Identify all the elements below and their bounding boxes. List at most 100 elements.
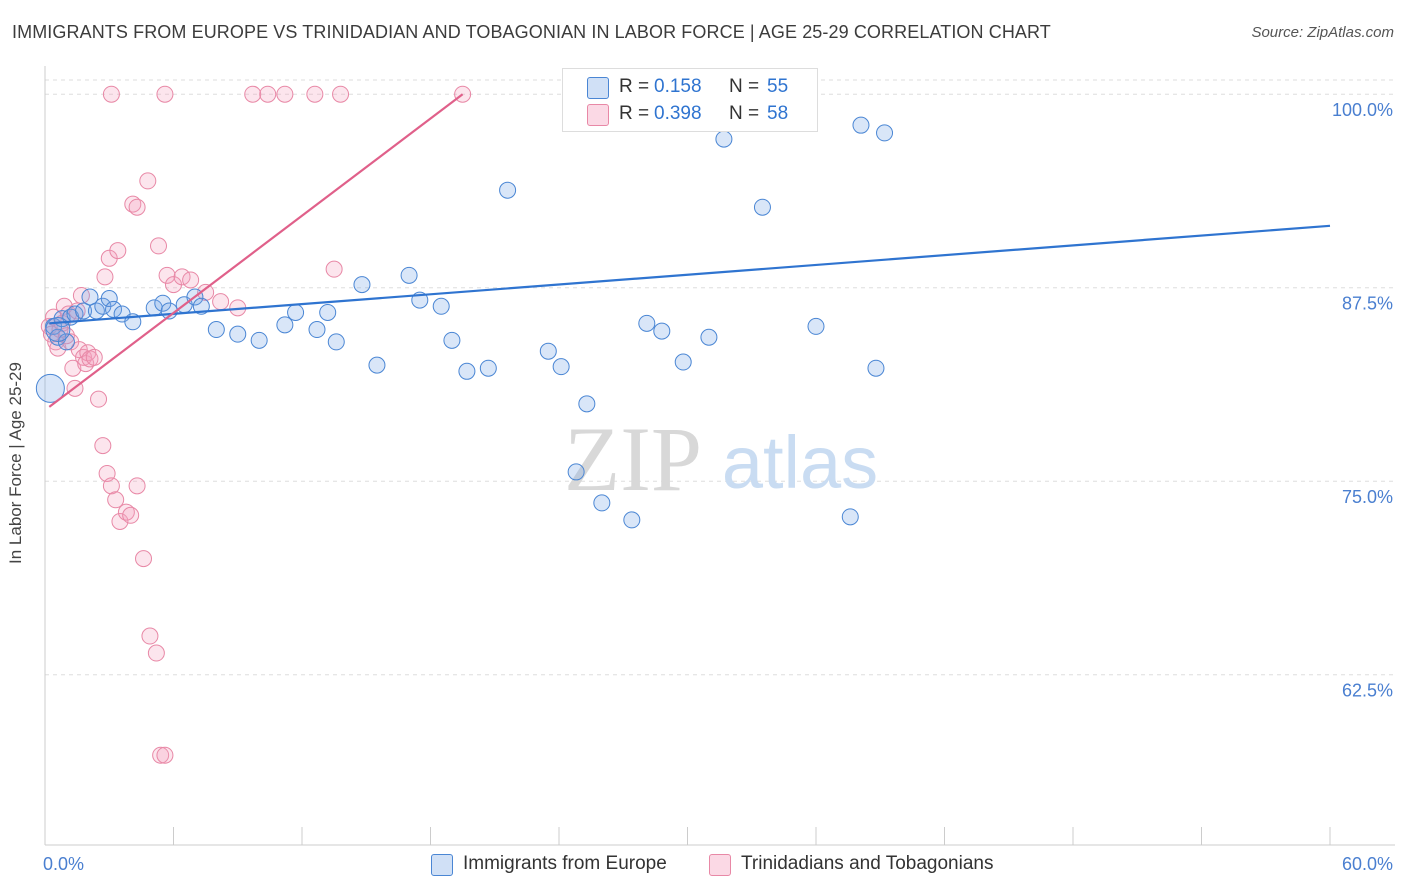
trinidadian-point	[332, 85, 350, 103]
legend-n-value: 58	[767, 103, 789, 124]
y-tick-label: 62.5%	[1342, 681, 1393, 701]
series-europe-points	[35, 85, 894, 529]
trinidadian-point	[90, 390, 108, 408]
trinidadian-point	[150, 237, 168, 255]
trinidadian-point	[244, 85, 262, 103]
europe-point	[715, 130, 733, 148]
legend-r-label: R =	[619, 103, 650, 124]
legend-n-value: 55	[767, 76, 789, 97]
trinidadian-point	[128, 198, 146, 216]
series-trinidadian-points	[40, 85, 472, 764]
europe-point	[287, 303, 305, 321]
bottom-legend-swatch-europe	[431, 854, 453, 876]
europe-point	[229, 325, 247, 343]
trinidadian-point	[111, 512, 129, 530]
trinidadian-point	[102, 477, 120, 495]
trend-line-europe	[49, 224, 1331, 325]
trinidadian-point	[212, 293, 230, 311]
legend-box: R = 0.158 N = 55 R = 0.398 N = 58	[562, 68, 818, 132]
europe-point	[841, 508, 859, 526]
trinidadian-point	[122, 506, 140, 524]
europe-point	[653, 322, 671, 340]
watermark-atlas: atlas	[722, 421, 878, 504]
trinidadian-point	[158, 266, 176, 284]
europe-point	[552, 358, 570, 376]
trinidadian-point	[156, 746, 174, 764]
tick-labels: 62.5% 75.0% 87.5% 100.0% 0.0% 60.0%	[43, 100, 1393, 874]
europe-point	[192, 297, 210, 315]
europe-point	[458, 362, 476, 380]
europe-point	[623, 511, 641, 529]
legend-n-label: N =	[729, 103, 760, 124]
source-label: Source: ZipAtlas.com	[1251, 24, 1394, 41]
trinidadian-point	[102, 85, 120, 103]
trinidadian-point	[135, 550, 153, 568]
chart-title: IMMIGRANTS FROM EUROPE VS TRINIDADIAN AN…	[12, 22, 1051, 42]
legend-r-value: 0.398	[654, 103, 702, 124]
europe-point	[700, 328, 718, 346]
bottom-legend-label-trinidadian: Trinidadians and Tobagonians	[741, 853, 994, 874]
europe-point	[400, 266, 418, 284]
europe-point	[852, 116, 870, 134]
trinidadian-point	[68, 302, 86, 320]
europe-point	[499, 181, 517, 199]
bottom-legend: Immigrants from Europe Trinidadians and …	[0, 852, 1406, 878]
europe-point	[81, 288, 99, 306]
trinidadian-point	[141, 627, 159, 645]
trinidadian-point	[85, 348, 103, 366]
watermark-zip: ZIP	[564, 408, 702, 510]
trinidadian-point	[152, 746, 170, 764]
trinidadian-point	[147, 644, 165, 662]
trinidadian-point	[182, 271, 200, 289]
europe-point-large	[35, 373, 65, 403]
trend-line-trinidadian	[48, 93, 464, 408]
legend-row-europe: R = 0.158 N = 55	[563, 74, 817, 100]
europe-point	[638, 314, 656, 332]
legend-swatch-europe	[587, 77, 609, 99]
trinidadian-point	[276, 85, 294, 103]
europe-point	[100, 290, 118, 308]
trinidadian-point	[109, 242, 127, 260]
legend-r-value: 0.158	[654, 76, 702, 97]
europe-point	[479, 359, 497, 377]
europe-point	[539, 342, 557, 360]
trinidadian-point	[96, 268, 114, 286]
x-tick-label-start: 0.0%	[43, 854, 84, 874]
europe-point	[593, 494, 611, 512]
europe-point	[250, 331, 268, 349]
legend-n-label: N =	[729, 76, 760, 97]
axes-layer	[44, 66, 1395, 846]
europe-point	[353, 276, 371, 294]
trinidadian-point	[325, 260, 343, 278]
europe-point	[876, 124, 894, 142]
trinidadian-point	[197, 283, 215, 301]
europe-point	[368, 356, 386, 374]
bottom-legend-swatch-trinidadian	[709, 854, 731, 876]
europe-point	[327, 333, 345, 351]
trinidadian-point	[94, 437, 112, 455]
europe-point	[308, 321, 326, 339]
europe-point	[578, 395, 596, 413]
y-tick-label: 87.5%	[1342, 294, 1393, 314]
trend-lines	[48, 93, 1331, 408]
trinidadian-point	[139, 172, 157, 190]
trinidadian-point	[259, 85, 277, 103]
europe-point	[75, 302, 93, 320]
legend-r-label: R =	[619, 76, 650, 97]
europe-point	[207, 321, 225, 339]
y-tick-label: 100.0%	[1332, 100, 1393, 120]
europe-point	[443, 331, 461, 349]
watermark: ZIP atlas	[564, 408, 878, 510]
trinidadian-point	[107, 491, 125, 509]
europe-point	[753, 198, 771, 216]
grid-layer	[45, 79, 1395, 676]
trinidadian-point	[156, 85, 174, 103]
y-tick-label: 75.0%	[1342, 487, 1393, 507]
europe-point	[432, 297, 450, 315]
legend-swatch-trinidadian	[587, 104, 609, 126]
y-axis-label: In Labor Force | Age 25-29	[6, 362, 25, 564]
trinidadian-point	[128, 477, 146, 495]
trinidadian-point	[64, 359, 82, 377]
europe-point	[867, 359, 885, 377]
